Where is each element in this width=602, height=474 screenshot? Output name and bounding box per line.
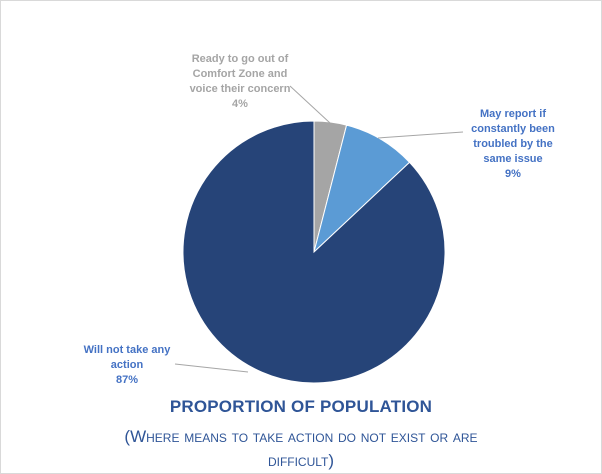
- slice-label-line: Will not take any: [84, 344, 172, 356]
- slice-label-line: Ready to go out of: [192, 53, 289, 65]
- chart-subtitle: (Where means to take action do not exist…: [0, 425, 602, 473]
- slice-label-line: constantly been: [471, 123, 555, 135]
- leader-line-0: [289, 85, 331, 124]
- chart-title: PROPORTION OF POPULATION: [169, 397, 433, 416]
- slice-value-label: 9%: [505, 168, 521, 180]
- slice-label-line: troubled by the: [473, 138, 552, 150]
- chart-subtitle-line1: (Where means to take action do not exist…: [124, 427, 478, 446]
- pie-slice-2: [182, 120, 446, 384]
- leader-line-1: [377, 131, 464, 139]
- chart-subtitle-line2: difficult): [267, 451, 335, 470]
- slice-label-1: May report if constantly been troubled by …: [471, 108, 555, 180]
- slice-label-line: same issue: [483, 153, 542, 165]
- leader-line-2: [174, 363, 249, 373]
- slice-label-2: Will not take any action 87%: [84, 344, 172, 386]
- slice-label-line: May report if: [480, 108, 546, 120]
- slice-label-line: voice their concern: [190, 83, 291, 95]
- slice-label-0: Ready to go out of Comfort Zone and voice …: [190, 53, 291, 110]
- slice-label-line: Comfort Zone and: [193, 68, 288, 80]
- slice-value-label: 87%: [116, 374, 138, 386]
- slice-value-label: 4%: [232, 98, 248, 110]
- slice-label-line: action: [111, 359, 144, 371]
